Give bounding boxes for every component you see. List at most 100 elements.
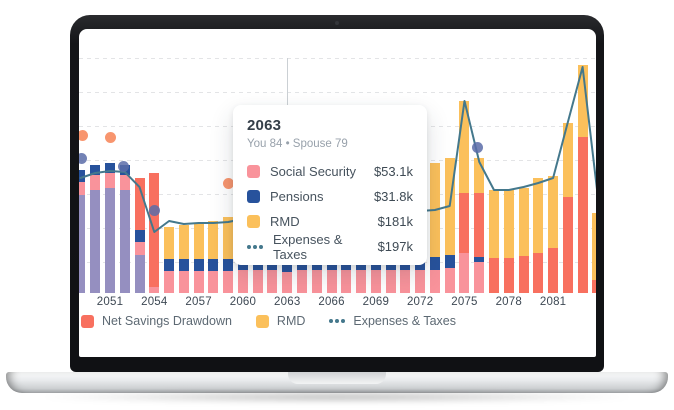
bar-segment-net_savings[interactable] bbox=[548, 248, 559, 293]
bar-segment-social_security[interactable] bbox=[474, 262, 485, 293]
legend-item-rmd[interactable]: RMD bbox=[255, 314, 306, 328]
bar-segment-rmd[interactable] bbox=[562, 123, 573, 197]
bar-segment-social_security[interactable] bbox=[429, 270, 440, 293]
bar-segment-social_security[interactable] bbox=[282, 272, 293, 293]
bar-segment-net_savings[interactable] bbox=[533, 253, 544, 293]
bar-segment-pensions[interactable] bbox=[178, 259, 189, 271]
bar-segment-social_security[interactable] bbox=[237, 270, 248, 293]
bar-segment-social_security[interactable] bbox=[208, 271, 219, 293]
scatter-dot bbox=[79, 129, 88, 141]
bar-segment-social_security[interactable] bbox=[326, 270, 337, 293]
dashed-line-swatch-icon bbox=[247, 244, 263, 249]
bar-segment-social_security[interactable] bbox=[164, 271, 175, 293]
bar-segment-social_security[interactable] bbox=[415, 270, 426, 293]
bar-segment-rmd[interactable] bbox=[518, 188, 529, 256]
bar-segment-purple[interactable] bbox=[134, 255, 145, 293]
bar-segment-social_security[interactable] bbox=[356, 270, 367, 293]
legend-swatch-icon bbox=[81, 314, 94, 328]
bar-segment-rmd[interactable] bbox=[577, 65, 588, 137]
bar-segment-social_security[interactable] bbox=[370, 270, 381, 293]
bar-segment-net_savings[interactable] bbox=[459, 193, 470, 253]
bar-segment-social_security[interactable] bbox=[341, 270, 352, 293]
bar-segment-rmd[interactable] bbox=[474, 158, 485, 193]
scatter-dot bbox=[471, 141, 483, 153]
bar-segment-pensions[interactable] bbox=[134, 230, 145, 242]
bar-segment-pensions[interactable] bbox=[282, 259, 293, 272]
scatter-dot bbox=[148, 204, 160, 216]
bar-segment-pensions[interactable] bbox=[193, 259, 204, 271]
x-tick-label: 2072 bbox=[406, 296, 434, 308]
legend-item-net_savings[interactable]: Net Savings Drawdown bbox=[81, 314, 232, 328]
bar-segment-rmd[interactable] bbox=[548, 176, 559, 248]
bar-segment-social_security[interactable] bbox=[311, 270, 322, 293]
laptop-shadow bbox=[34, 391, 640, 403]
bar-segment-rmd[interactable] bbox=[592, 213, 596, 280]
bar-segment-rmd[interactable] bbox=[178, 225, 189, 259]
bar-segment-pensions[interactable] bbox=[223, 259, 234, 271]
bar-segment-social_security[interactable] bbox=[297, 270, 307, 293]
gridline bbox=[79, 58, 596, 59]
bar-segment-social_security[interactable] bbox=[252, 270, 263, 293]
bar-segment-net_savings[interactable] bbox=[134, 178, 145, 230]
bar-segment-social_security[interactable] bbox=[119, 175, 130, 190]
legend-label: RMD bbox=[276, 314, 306, 328]
tooltip-ages: You 84 • Spouse 79 bbox=[247, 138, 348, 150]
bar-segment-pensions[interactable] bbox=[90, 165, 101, 175]
bar-segment-purple[interactable] bbox=[90, 190, 101, 293]
legend-item-line[interactable]: Expenses & Taxes bbox=[329, 314, 456, 328]
bar-segment-net_savings[interactable] bbox=[474, 193, 485, 257]
bar-segment-net_savings[interactable] bbox=[149, 173, 160, 287]
bar-segment-net_savings[interactable] bbox=[503, 258, 514, 293]
chart-legend: Net Savings Drawdown RMD Expenses & Taxes bbox=[81, 314, 456, 328]
bar-segment-rmd[interactable] bbox=[429, 163, 440, 257]
bar-segment-rmd[interactable] bbox=[193, 224, 204, 259]
bar-segment-pensions[interactable] bbox=[105, 163, 115, 173]
tooltip-row-label: Pensions bbox=[270, 189, 324, 204]
legend-label: Expenses & Taxes bbox=[353, 314, 456, 328]
x-tick-label: 2081 bbox=[539, 296, 567, 308]
bar-segment-net_savings[interactable] bbox=[562, 197, 573, 293]
bar-segment-social_security[interactable] bbox=[79, 182, 86, 195]
bar-segment-pensions[interactable] bbox=[208, 259, 219, 271]
bar-segment-pensions[interactable] bbox=[164, 259, 175, 271]
x-tick-label: 2075 bbox=[451, 296, 478, 308]
bar-segment-net_savings[interactable] bbox=[518, 256, 529, 293]
bar-segment-social_security[interactable] bbox=[400, 270, 411, 293]
bar-segment-social_security[interactable] bbox=[149, 287, 160, 293]
bar-segment-social_security[interactable] bbox=[459, 253, 470, 293]
bar-segment-purple[interactable] bbox=[79, 195, 86, 293]
bar-segment-social_security[interactable] bbox=[267, 270, 278, 293]
bar-segment-social_security[interactable] bbox=[193, 271, 204, 293]
bar-segment-rmd[interactable] bbox=[459, 101, 470, 193]
x-tick-label: 2057 bbox=[185, 296, 212, 308]
legend-swatch-icon bbox=[247, 165, 260, 178]
bar-segment-rmd[interactable] bbox=[444, 158, 455, 255]
tooltip-row: Expenses & Taxes $197k bbox=[247, 232, 413, 262]
bar-segment-social_security[interactable] bbox=[178, 271, 189, 293]
bar-segment-rmd[interactable] bbox=[223, 217, 234, 259]
bar-segment-net_savings[interactable] bbox=[592, 280, 596, 293]
bar-segment-pensions[interactable] bbox=[444, 255, 455, 268]
bar-segment-rmd[interactable] bbox=[503, 190, 514, 258]
bar-segment-social_security[interactable] bbox=[385, 270, 396, 293]
bar-segment-purple[interactable] bbox=[105, 188, 115, 293]
bar-segment-net_savings[interactable] bbox=[577, 137, 588, 293]
legend-swatch-icon bbox=[247, 215, 260, 228]
bar-segment-purple[interactable] bbox=[119, 190, 130, 293]
bar-segment-social_security[interactable] bbox=[90, 175, 101, 190]
bar-segment-pensions[interactable] bbox=[79, 170, 86, 182]
bar-segment-social_security[interactable] bbox=[134, 242, 145, 255]
bar-segment-pensions[interactable] bbox=[429, 257, 440, 270]
bar-segment-social_security[interactable] bbox=[105, 173, 115, 188]
bar-segment-rmd[interactable] bbox=[164, 227, 175, 259]
bar-segment-rmd[interactable] bbox=[208, 221, 219, 259]
tooltip-row-value: $197k bbox=[377, 239, 413, 254]
bar-segment-rmd[interactable] bbox=[489, 190, 500, 258]
bar-segment-social_security[interactable] bbox=[444, 268, 455, 293]
bar-segment-rmd[interactable] bbox=[533, 178, 544, 253]
bar-segment-social_security[interactable] bbox=[223, 271, 234, 293]
bar-segment-pensions[interactable] bbox=[474, 257, 485, 262]
legend-swatch-icon bbox=[255, 314, 269, 328]
scatter-dot bbox=[117, 160, 129, 172]
bar-segment-net_savings[interactable] bbox=[489, 258, 500, 293]
